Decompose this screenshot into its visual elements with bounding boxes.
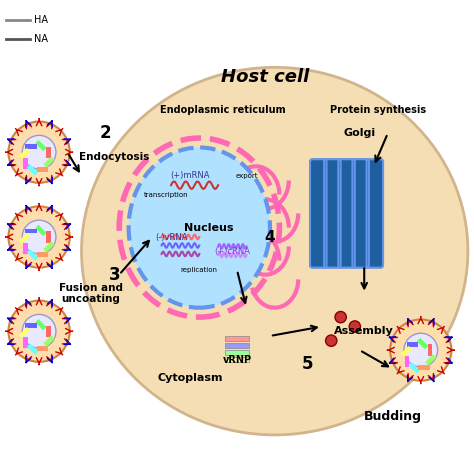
Bar (419, 365, 430, 370)
Bar (43, 156, 55, 168)
Text: Assembly: Assembly (334, 326, 394, 336)
Bar (19, 148, 30, 159)
Bar (23, 337, 27, 348)
Circle shape (326, 335, 337, 346)
Bar (407, 342, 419, 346)
Bar (43, 241, 55, 253)
Text: vRNP: vRNP (222, 355, 252, 365)
Text: 5: 5 (302, 355, 313, 373)
Text: transcription: transcription (144, 191, 189, 198)
Circle shape (9, 206, 70, 268)
Bar (409, 362, 420, 374)
Bar (19, 327, 30, 338)
Bar (46, 326, 51, 337)
Bar (404, 356, 409, 367)
Text: replication: replication (181, 267, 218, 273)
Bar (401, 346, 412, 357)
Bar (225, 357, 249, 362)
Text: Nucleus: Nucleus (184, 223, 234, 233)
FancyBboxPatch shape (310, 159, 327, 268)
Bar (36, 252, 48, 256)
Bar (26, 229, 36, 234)
Bar (27, 249, 38, 261)
Text: Golgi: Golgi (344, 128, 375, 138)
Text: HA: HA (35, 15, 48, 25)
Bar (26, 144, 36, 149)
Bar (35, 140, 46, 151)
Bar (46, 231, 51, 243)
Bar (225, 336, 249, 341)
Bar (36, 346, 48, 351)
FancyBboxPatch shape (324, 159, 341, 268)
Text: Host cell: Host cell (221, 68, 310, 86)
Bar (27, 164, 38, 176)
Circle shape (404, 333, 438, 367)
Bar (46, 146, 51, 158)
Text: Cytoplasm: Cytoplasm (157, 374, 223, 383)
Text: Protein synthesis: Protein synthesis (330, 105, 427, 115)
Bar (425, 354, 436, 365)
Text: NA: NA (35, 34, 48, 44)
Circle shape (335, 311, 346, 323)
Circle shape (9, 121, 70, 183)
Bar (23, 158, 27, 169)
Text: 2: 2 (99, 124, 111, 142)
Bar (23, 243, 27, 254)
Bar (225, 350, 249, 355)
Ellipse shape (128, 147, 270, 308)
Circle shape (349, 321, 360, 332)
Circle shape (390, 319, 451, 381)
Bar (27, 343, 38, 355)
Text: Endoplasmic reticulum: Endoplasmic reticulum (160, 105, 286, 115)
Bar (428, 345, 432, 356)
Circle shape (22, 314, 56, 348)
Circle shape (22, 220, 56, 254)
Bar (225, 343, 249, 348)
Ellipse shape (82, 67, 468, 435)
FancyBboxPatch shape (353, 159, 369, 268)
Text: Budding: Budding (364, 410, 421, 422)
Circle shape (9, 301, 70, 362)
Text: (+)mRNA: (+)mRNA (170, 171, 210, 180)
Bar (26, 323, 36, 328)
Bar (19, 233, 30, 244)
Bar (43, 336, 55, 346)
Text: export: export (235, 173, 258, 179)
FancyBboxPatch shape (366, 159, 383, 268)
Text: 4: 4 (264, 229, 275, 245)
Text: 3: 3 (109, 266, 120, 284)
FancyBboxPatch shape (338, 159, 355, 268)
Bar (36, 167, 48, 172)
Bar (417, 338, 428, 349)
Text: Endocytosis: Endocytosis (79, 152, 150, 162)
Bar (35, 225, 46, 236)
Bar (35, 319, 46, 330)
Text: (+)cRNA: (+)cRNA (214, 246, 250, 255)
Text: Fusion and
uncoating: Fusion and uncoating (59, 283, 123, 304)
Text: (-)vRNA: (-)vRNA (155, 233, 187, 241)
Circle shape (22, 136, 56, 169)
